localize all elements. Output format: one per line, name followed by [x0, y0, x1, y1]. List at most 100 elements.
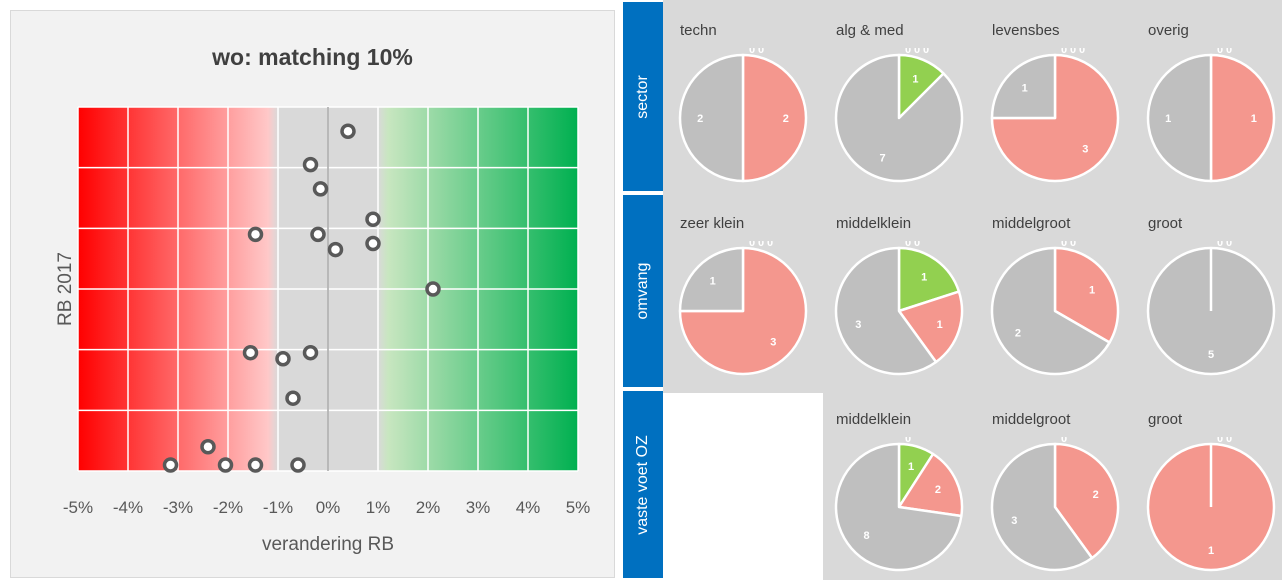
- data-point: [247, 457, 264, 473]
- pie-slice-label: 2: [1015, 327, 1021, 339]
- pie-chart: 310 0 0: [990, 48, 1120, 183]
- x-axis-label: verandering RB: [262, 534, 394, 555]
- pie-zero-label: 0: [1079, 48, 1085, 56]
- x-tick-label: 5%: [566, 498, 591, 517]
- pie-slice-label: 3: [1082, 143, 1088, 155]
- pie-zero-label: 0: [1070, 48, 1076, 56]
- pie-title: techn: [680, 22, 717, 39]
- row-header-label: sector: [634, 74, 651, 119]
- pie-zero-label: 0: [1226, 241, 1232, 249]
- pie-zero-label: 0: [1217, 437, 1223, 445]
- x-tick-label: -1%: [263, 498, 293, 517]
- pie-slice-label: 5: [1208, 349, 1214, 361]
- pie-title: middelklein: [836, 215, 912, 232]
- pie-slice-label: 1: [1208, 545, 1214, 557]
- pie-slice-label: 1: [921, 271, 927, 283]
- pie-chart: 1 2 0 0: [990, 241, 1120, 376]
- data-point: [290, 457, 306, 473]
- pie-title: zeer klein: [680, 215, 745, 232]
- y-axis-label: RB 2017: [55, 252, 76, 326]
- pie-slice-label: 8: [864, 530, 870, 542]
- x-tick-label: -2%: [213, 498, 243, 517]
- pie-title: alg & med: [836, 22, 904, 39]
- pie-title: middelklein: [836, 411, 912, 428]
- pie-slice-label: 1: [1165, 113, 1171, 125]
- pie-zero-label: 0: [923, 48, 929, 56]
- data-point: [162, 457, 179, 473]
- data-point: [200, 438, 216, 455]
- x-tick-label: -5%: [63, 498, 93, 517]
- data-point: [285, 390, 301, 406]
- data-point: [340, 123, 356, 140]
- pie-slice: [990, 53, 1057, 120]
- x-tick-label: -3%: [163, 498, 193, 517]
- row-header-bar: omvang: [623, 195, 663, 387]
- pie-slice-label: 3: [770, 336, 776, 348]
- pie-zero-label: 0: [749, 48, 755, 56]
- pie-slice-label: 1: [1089, 285, 1095, 297]
- pie-chart: 170 0 0: [834, 48, 964, 183]
- pie-slice: [1053, 442, 1120, 560]
- data-point: [365, 211, 381, 227]
- data-point: [312, 181, 329, 197]
- pie-chart: 310 0 0: [678, 241, 808, 376]
- x-tick-label: 0%: [316, 498, 341, 517]
- data-point: [302, 156, 319, 173]
- pie-slice-label: 3: [855, 319, 861, 331]
- data-point: [247, 226, 264, 243]
- pie-chart: 1 1 0 0: [1146, 48, 1276, 183]
- pie-slice: [678, 246, 745, 313]
- pie-zero-label: 0: [1061, 241, 1067, 249]
- pie-zero-label: 0: [905, 48, 911, 56]
- pie-slice-label: 2: [697, 113, 703, 125]
- pie-slice-label: 7: [880, 153, 886, 165]
- pie-chart: 2 2 0 0: [678, 48, 808, 183]
- pie-slice: [1209, 53, 1276, 183]
- pie-title: middelgroot: [992, 215, 1071, 232]
- pie-slice-label: 1: [937, 319, 943, 331]
- row-header-bar: sector: [623, 2, 663, 191]
- x-tick-label: 1%: [366, 498, 391, 517]
- scatter-plot: -5% -4% -3% -2% -1% 0% 1% 2% 3% 4% 5% verandering R…: [55, 106, 591, 555]
- row-header-bar: vaste voet OZ: [623, 391, 663, 578]
- pie-title: groot: [1148, 411, 1183, 428]
- scatter-chart-panel: wo: matching 10% -5% -4% -3% -2% -1% 0% 1% 2% 3%…: [10, 10, 615, 578]
- pie-slice: [834, 246, 938, 376]
- pie-zero-label: 0: [914, 241, 920, 249]
- pie-slice: [741, 53, 808, 183]
- pie-zero-label: 0: [1217, 48, 1223, 56]
- data-point: [425, 281, 441, 297]
- pie-zero-label: 0: [749, 241, 755, 249]
- pie-zero-label: 0: [758, 48, 764, 56]
- pie-zero-label: 0: [1070, 241, 1076, 249]
- data-point: [327, 241, 344, 258]
- pie-slice: [834, 442, 963, 572]
- pie-title: middelgroot: [992, 411, 1071, 428]
- pie-slice-label: 1: [912, 73, 918, 85]
- data-point: [217, 457, 234, 473]
- pie-slice: [990, 246, 1111, 376]
- row-header-label: vaste voet OZ: [634, 434, 651, 535]
- pie-zero-label: 0: [1226, 437, 1232, 445]
- pie-chart: 1 0 0: [1146, 437, 1276, 572]
- pie-title: overig: [1148, 22, 1189, 39]
- pie-zero-label: 0: [767, 241, 773, 249]
- pie-slice-label: 1: [1251, 113, 1257, 125]
- x-tick-label: 4%: [516, 498, 541, 517]
- pie-zero-label: 0: [905, 241, 911, 249]
- pie-chart: 2 3 0: [990, 437, 1120, 572]
- pie-chart: 1 1 3 0 0: [834, 241, 964, 376]
- pie-zero-label: 0: [758, 241, 764, 249]
- pie-slice: [897, 290, 964, 364]
- pie-slice: [678, 53, 745, 183]
- pie-title: levensbes: [992, 22, 1060, 39]
- pie-slice-label: 1: [908, 461, 914, 473]
- data-point: [242, 344, 259, 361]
- data-point: [302, 344, 319, 361]
- data-point: [310, 226, 326, 243]
- pie-slice-label: 3: [1011, 515, 1017, 527]
- pie-chart-matrix: sector techn 2 2 0 0 alg & med 1 7 0 0 0 levensbes 3 1…: [623, 0, 1282, 580]
- pie-zero-label: 0: [905, 437, 911, 445]
- pie-slice-label: 2: [935, 484, 941, 496]
- pie-slice: [990, 442, 1094, 572]
